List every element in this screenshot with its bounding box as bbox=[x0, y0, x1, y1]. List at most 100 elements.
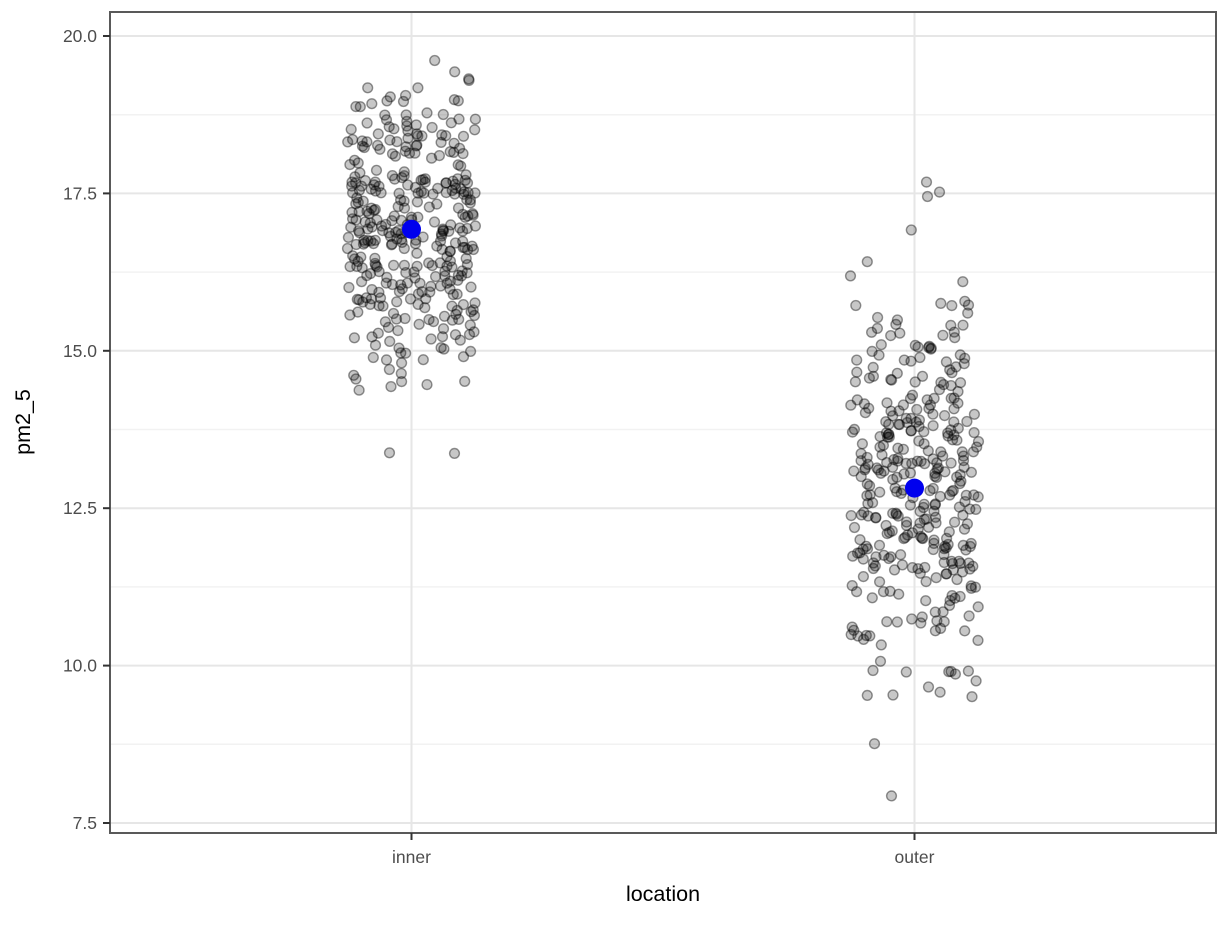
data-point-outer bbox=[880, 519, 892, 532]
data-point-inner bbox=[431, 240, 443, 252]
data-point-inner bbox=[353, 384, 365, 396]
data-point-inner bbox=[437, 224, 449, 237]
data-point-outer bbox=[855, 509, 868, 521]
data-point-outer bbox=[884, 585, 896, 597]
data-point-inner bbox=[385, 381, 397, 393]
data-point-outer bbox=[945, 424, 957, 436]
data-point-outer bbox=[875, 339, 887, 351]
data-point-outer bbox=[864, 630, 876, 642]
data-point-inner bbox=[463, 329, 476, 341]
data-point-inner bbox=[369, 176, 381, 188]
data-point-inner bbox=[428, 216, 441, 228]
data-point-outer bbox=[930, 471, 943, 484]
data-point-outer bbox=[866, 497, 879, 509]
data-point-outer bbox=[859, 462, 871, 474]
data-point-inner bbox=[409, 181, 422, 194]
data-point-outer bbox=[901, 529, 914, 541]
data-point-inner bbox=[369, 339, 382, 351]
data-point-outer bbox=[880, 427, 893, 439]
data-point-inner bbox=[446, 300, 458, 312]
data-point-outer bbox=[846, 579, 858, 592]
data-point-outer bbox=[891, 314, 904, 326]
data-point-outer bbox=[885, 373, 897, 386]
data-point-outer bbox=[918, 498, 930, 510]
data-point-outer bbox=[892, 455, 904, 467]
data-point-outer bbox=[956, 566, 969, 578]
data-point-outer bbox=[894, 549, 907, 561]
data-point-inner bbox=[350, 214, 362, 226]
data-point-outer bbox=[963, 557, 975, 569]
data-point-outer bbox=[863, 480, 876, 492]
data-point-outer bbox=[912, 563, 924, 575]
data-point-inner bbox=[437, 223, 449, 235]
data-point-inner bbox=[457, 235, 469, 248]
data-point-outer bbox=[972, 436, 985, 448]
data-point-outer bbox=[857, 570, 870, 583]
data-point-inner bbox=[441, 251, 453, 263]
data-point-inner bbox=[467, 209, 479, 221]
data-point-inner bbox=[399, 312, 411, 325]
data-point-outer bbox=[865, 326, 878, 338]
data-point-outer bbox=[885, 374, 898, 386]
data-point-inner bbox=[457, 241, 469, 254]
data-point-inner bbox=[354, 167, 366, 179]
data-point-inner bbox=[396, 357, 408, 369]
data-point-inner bbox=[441, 277, 453, 289]
data-point-inner bbox=[459, 375, 471, 388]
data-point-inner bbox=[390, 313, 403, 325]
x-axis-title: location bbox=[626, 882, 700, 906]
data-point-inner bbox=[389, 173, 401, 185]
data-point-inner bbox=[436, 230, 448, 242]
data-point-inner bbox=[369, 234, 381, 246]
data-point-outer bbox=[870, 551, 882, 563]
data-point-outer bbox=[845, 628, 857, 641]
data-point-inner bbox=[355, 180, 368, 192]
data-point-outer bbox=[920, 513, 932, 525]
data-point-outer bbox=[867, 664, 879, 677]
data-point-outer bbox=[855, 448, 867, 460]
data-point-inner bbox=[389, 150, 402, 162]
data-point-inner bbox=[427, 188, 439, 200]
data-point-inner bbox=[388, 210, 400, 222]
data-point-outer bbox=[927, 420, 939, 432]
data-point-inner bbox=[366, 221, 378, 233]
data-point-inner bbox=[345, 123, 357, 135]
data-point-outer bbox=[959, 625, 971, 637]
data-point-outer bbox=[861, 490, 873, 502]
data-point-outer bbox=[878, 549, 890, 561]
data-point-inner bbox=[347, 250, 359, 262]
data-point-inner bbox=[420, 293, 432, 305]
data-point-outer bbox=[900, 519, 913, 532]
data-point-inner bbox=[380, 277, 392, 289]
data-point-inner bbox=[396, 236, 408, 249]
data-point-outer bbox=[886, 461, 899, 473]
data-point-outer bbox=[892, 452, 904, 465]
data-point-inner bbox=[450, 308, 462, 320]
data-point-inner bbox=[364, 217, 376, 229]
data-point-outer bbox=[942, 430, 954, 442]
gridlines-minor bbox=[110, 113, 1216, 746]
data-point-inner bbox=[383, 227, 395, 239]
data-point-outer bbox=[955, 475, 967, 487]
data-point-inner bbox=[461, 194, 473, 206]
data-point-outer bbox=[886, 525, 898, 537]
data-point-inner bbox=[354, 101, 366, 113]
data-point-inner bbox=[410, 119, 422, 131]
data-point-outer bbox=[951, 471, 963, 483]
data-point-outer bbox=[940, 532, 953, 545]
data-point-outer bbox=[919, 561, 931, 574]
data-point-inner bbox=[454, 334, 466, 346]
data-point-inner bbox=[464, 319, 476, 331]
data-point-outer bbox=[965, 582, 977, 594]
data-point-inner bbox=[361, 136, 373, 148]
data-point-outer bbox=[962, 307, 974, 319]
data-point-outer bbox=[923, 341, 935, 354]
data-point-outer bbox=[885, 330, 897, 342]
data-point-inner bbox=[356, 262, 368, 274]
data-point-outer bbox=[925, 343, 937, 355]
y-tick-label: 12.5 bbox=[63, 498, 97, 518]
data-point-outer bbox=[947, 564, 959, 576]
data-point-outer bbox=[882, 429, 895, 441]
data-point-inner bbox=[444, 275, 456, 287]
data-point-outer bbox=[954, 377, 967, 389]
